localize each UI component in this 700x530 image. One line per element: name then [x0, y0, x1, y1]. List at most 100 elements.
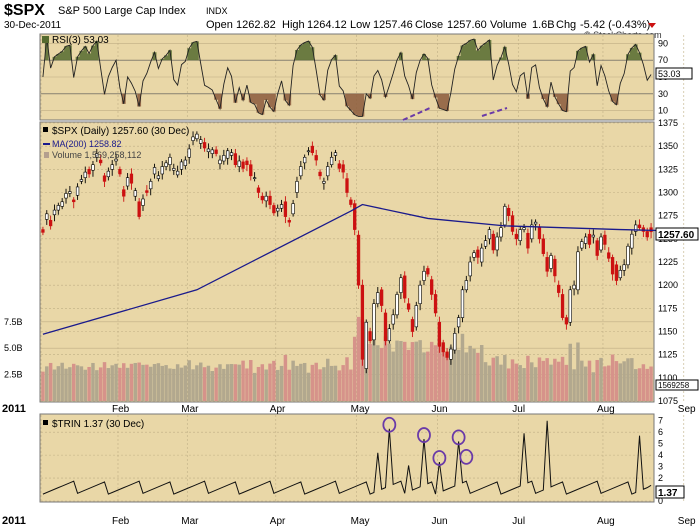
rsi-divergence-mark	[481, 107, 508, 117]
volume-bar	[199, 362, 203, 401]
volume-bar	[460, 333, 465, 401]
volume-bar	[172, 368, 176, 401]
volume-bar	[122, 363, 126, 401]
symbol: $SPX	[4, 2, 45, 19]
price-candle-body	[129, 173, 134, 184]
volume-bar	[445, 353, 449, 401]
down-arrow-icon	[648, 23, 656, 28]
price-candle-body	[237, 160, 241, 167]
month-tick-label: Apr	[270, 516, 286, 527]
price-candle-body	[233, 153, 238, 166]
price-candle-body	[133, 190, 137, 197]
volume-bar	[510, 359, 515, 401]
month-tick-label: 2011	[2, 515, 26, 527]
price-tick-label: 1075	[658, 396, 678, 406]
volume-bar	[337, 370, 342, 401]
volume-bar	[591, 372, 596, 401]
rsi-overbought-fill	[44, 37, 642, 61]
volume-bar	[368, 343, 372, 401]
price-last-box	[655, 227, 699, 241]
volume-bar	[60, 362, 64, 401]
low-label: Low	[350, 19, 370, 31]
price-candle-body	[56, 205, 60, 211]
price-candle-body	[295, 181, 299, 193]
price-candle-body	[249, 164, 253, 177]
volume-bar	[68, 367, 72, 401]
price-candle-body	[79, 179, 84, 182]
price-candle-body	[91, 164, 95, 171]
volume-bar	[379, 347, 384, 401]
price-candle-body	[557, 284, 561, 293]
volume-bar	[441, 344, 445, 401]
volume-bar	[71, 363, 76, 401]
open-value: 1262.82	[236, 19, 276, 31]
month-tick-label: Aug	[597, 404, 615, 415]
volume-bar	[572, 369, 576, 401]
volume-bar	[464, 352, 469, 401]
volume-bar	[614, 361, 619, 401]
volume-bar	[326, 358, 330, 401]
volume-bar	[503, 354, 507, 401]
price-candle-body	[595, 240, 599, 256]
price-candle-body	[410, 319, 415, 332]
volume-bar	[156, 363, 161, 401]
price-candle-body	[549, 255, 553, 269]
price-candle-body	[241, 161, 245, 169]
price-candle-body	[449, 348, 453, 360]
price-candle-body	[276, 207, 280, 212]
price-candle-body	[414, 305, 418, 328]
volume-bar	[64, 368, 68, 401]
month-tick-label: 2011	[2, 403, 26, 415]
volume-bar	[549, 364, 553, 401]
price-candle-body	[156, 175, 161, 179]
price-candle-body	[141, 198, 145, 206]
volume-tick-label: 2.5B	[4, 370, 23, 380]
price-candle-body	[383, 312, 388, 342]
price-candle-body	[202, 142, 207, 149]
volume-bar	[433, 345, 438, 401]
price-candle-body	[580, 241, 584, 249]
volume-bar	[383, 336, 388, 401]
volume-bar	[256, 366, 261, 401]
exchange: INDX	[206, 6, 228, 16]
volume-bar	[191, 369, 195, 401]
price-candle-body	[491, 233, 495, 251]
volume-bar	[352, 336, 357, 401]
volume-bar	[553, 358, 557, 401]
volume-bar	[622, 361, 626, 401]
volume-bar	[91, 362, 95, 401]
volume-bar	[145, 364, 149, 401]
price-candle-body	[545, 257, 549, 272]
price-candle-body	[441, 342, 445, 353]
month-tick-label: May	[351, 404, 370, 415]
volume-bar	[75, 365, 80, 401]
volume-bar	[618, 363, 623, 401]
price-tick-label: 1225	[658, 257, 678, 267]
volume-bar	[279, 365, 284, 401]
price-candle-body	[102, 175, 107, 182]
price-candle-body	[160, 166, 164, 175]
price-tick-label: 1175	[658, 303, 677, 313]
price-candle-body	[576, 251, 580, 291]
price-candle-body	[487, 229, 492, 240]
trin-tick-label: 6	[658, 427, 663, 437]
price-candle-body	[329, 156, 334, 166]
volume-bar	[318, 369, 322, 401]
price-candle-body	[587, 233, 592, 245]
volume-bar	[48, 362, 53, 401]
volume-bar	[429, 341, 434, 401]
volume-bar	[233, 364, 238, 401]
month-tick-label: Sep	[678, 516, 696, 527]
price-candle-body	[480, 247, 484, 263]
price-candle-body	[337, 163, 341, 169]
rsi-tick-label: 90	[658, 38, 668, 48]
price-candle-body	[149, 181, 153, 190]
price-candle-body	[245, 160, 249, 165]
volume-bar	[252, 372, 257, 401]
price-candle-body	[360, 284, 365, 360]
volume-bar	[595, 360, 599, 401]
price-candle-body	[125, 177, 130, 187]
volume-tick-label: 5.0B	[4, 343, 23, 353]
volume-bar	[283, 354, 288, 401]
volume-bar	[299, 363, 303, 401]
